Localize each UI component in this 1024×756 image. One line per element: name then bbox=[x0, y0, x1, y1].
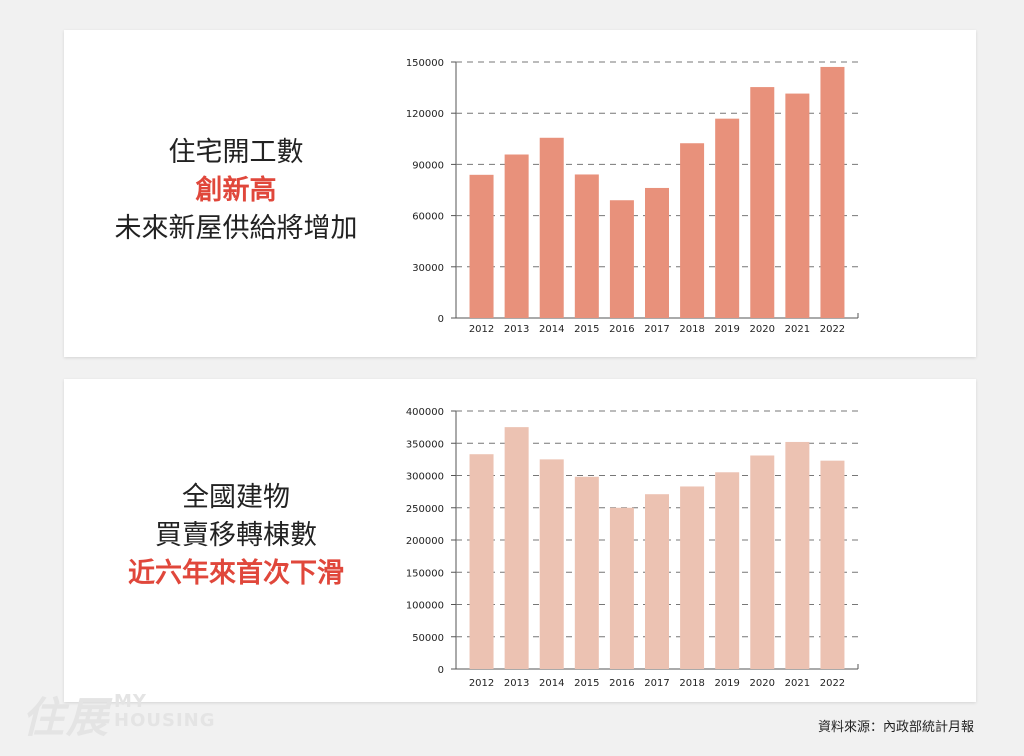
bar-2012 bbox=[469, 454, 494, 669]
headline-line: 全國建物 bbox=[182, 482, 290, 513]
headline-line: 住宅開工數 bbox=[168, 137, 304, 168]
headline-emphasis: 創新高 bbox=[195, 175, 277, 206]
bar-2021 bbox=[785, 93, 810, 318]
x-tick-label: 2013 bbox=[504, 678, 529, 689]
chart-panel-housing-starts: 住宅開工數 創新高 未來新屋供給將增加 0 30000 60000 90000 1200… bbox=[64, 30, 976, 357]
y-tick-label: 30000 bbox=[412, 263, 444, 274]
bar-2015 bbox=[574, 476, 599, 669]
logo-sub-line: HOUSING bbox=[114, 710, 216, 731]
x-tick-label: 2018 bbox=[679, 324, 704, 335]
x-tick-label: 2012 bbox=[469, 324, 494, 335]
bar-2013 bbox=[504, 154, 529, 318]
bar-2016 bbox=[609, 507, 634, 669]
x-tick-label: 2022 bbox=[820, 678, 845, 689]
bar-2022 bbox=[820, 460, 845, 669]
logo-main-text: 住展 bbox=[22, 693, 111, 742]
headline: 住宅開工數 創新高 未來新屋供給將增加 bbox=[64, 134, 408, 248]
bar-2019 bbox=[715, 118, 740, 318]
y-tick-label: 400000 bbox=[406, 407, 444, 418]
bar-2020 bbox=[750, 87, 775, 318]
x-tick-label: 2015 bbox=[574, 678, 599, 689]
bar-2015 bbox=[574, 174, 599, 318]
y-tick-label: 150000 bbox=[406, 568, 444, 579]
y-tick-label: 150000 bbox=[406, 58, 444, 69]
y-tick-label: 60000 bbox=[412, 212, 444, 223]
bar-2014 bbox=[539, 459, 564, 669]
bar-2018 bbox=[680, 486, 705, 669]
chart-panel-transfers: 全國建物 買賣移轉棟數 近六年來首次下滑 0 50000 100000 150000 2… bbox=[64, 379, 976, 702]
bar-2017 bbox=[645, 494, 669, 669]
y-tick-label: 0 bbox=[438, 665, 444, 676]
y-tick-label: 200000 bbox=[406, 536, 444, 547]
headline: 全國建物 買賣移轉棟數 近六年來首次下滑 bbox=[64, 479, 408, 593]
y-tick-label: 100000 bbox=[406, 601, 444, 612]
source-note: 資料來源：內政部統計月報 bbox=[817, 720, 974, 735]
logo-sub-text: MY HOUSING bbox=[114, 692, 215, 730]
x-tick-label: 2014 bbox=[539, 678, 564, 689]
x-tick-label: 2019 bbox=[714, 678, 739, 689]
bar-2014 bbox=[539, 137, 564, 318]
y-tick-label: 120000 bbox=[406, 109, 444, 120]
x-tick-label: 2016 bbox=[609, 324, 634, 335]
logo-sub-line: MY bbox=[114, 691, 147, 712]
x-tick-label: 2020 bbox=[750, 324, 775, 335]
headline-line: 買賣移轉棟數 bbox=[155, 520, 317, 551]
bar-2012 bbox=[469, 174, 494, 318]
bar-2018 bbox=[680, 143, 705, 318]
bar-chart-housing-starts: 0 30000 60000 90000 120000 150000 2012 2013 2014… bbox=[406, 58, 859, 335]
bar-2021 bbox=[785, 441, 810, 669]
bar-2020 bbox=[750, 455, 775, 669]
x-tick-label: 2021 bbox=[785, 678, 810, 689]
x-tick-label: 2022 bbox=[820, 324, 845, 335]
bar-2017 bbox=[645, 187, 669, 318]
y-tick-label: 90000 bbox=[412, 160, 444, 171]
x-tick-label: 2016 bbox=[609, 678, 634, 689]
y-tick-label: 250000 bbox=[406, 504, 444, 515]
x-tick-label: 2017 bbox=[644, 324, 669, 335]
x-tick-label: 2019 bbox=[714, 324, 739, 335]
x-tick-label: 2015 bbox=[574, 324, 599, 335]
x-tick-label: 2012 bbox=[469, 678, 494, 689]
y-tick-label: 50000 bbox=[412, 633, 444, 644]
y-tick-label: 350000 bbox=[406, 439, 444, 450]
x-tick-label: 2017 bbox=[644, 678, 669, 689]
y-tick-label: 0 bbox=[438, 314, 444, 325]
headline-line: 未來新屋供給將增加 bbox=[114, 213, 358, 244]
bar-2022 bbox=[820, 66, 845, 318]
x-tick-label: 2020 bbox=[750, 678, 775, 689]
bar-chart-building-transfers: 0 50000 100000 150000 200000 250000 300000 3500… bbox=[406, 407, 859, 689]
bar-2013 bbox=[504, 427, 529, 669]
x-tick-label: 2018 bbox=[679, 678, 704, 689]
x-tick-label: 2014 bbox=[539, 324, 564, 335]
bar-2016 bbox=[609, 200, 634, 318]
bar-2019 bbox=[715, 472, 740, 669]
x-tick-label: 2021 bbox=[785, 324, 810, 335]
x-tick-label: 2013 bbox=[504, 324, 529, 335]
headline-emphasis: 近六年來首次下滑 bbox=[128, 558, 344, 589]
logo: 住展 MY HOUSING bbox=[22, 684, 252, 744]
y-tick-label: 300000 bbox=[406, 472, 444, 483]
